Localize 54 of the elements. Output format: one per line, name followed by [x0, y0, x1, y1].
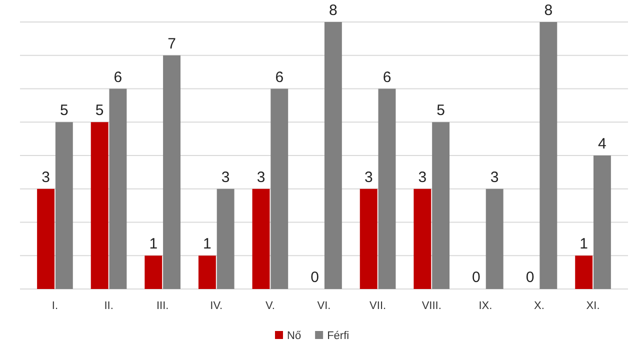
x-tick-label: III.	[156, 300, 169, 312]
data-label: 3	[364, 168, 373, 186]
bar	[593, 156, 611, 289]
x-tick-label: IV.	[210, 300, 223, 312]
data-label: 5	[95, 102, 104, 120]
x-tick-label: X.	[534, 300, 544, 312]
data-label: 0	[310, 269, 319, 286]
bar	[360, 188, 378, 289]
bar	[198, 256, 216, 289]
bar	[37, 188, 55, 289]
bar	[55, 122, 73, 289]
legend-label: Férfi	[327, 330, 350, 342]
bar	[486, 188, 504, 289]
bar	[324, 22, 342, 289]
x-tick-label: IX.	[478, 300, 492, 312]
x-tick-label: VIII.	[422, 300, 442, 312]
bar	[378, 88, 396, 289]
data-label: 0	[472, 269, 480, 286]
bar	[270, 88, 288, 289]
bar	[540, 22, 558, 289]
data-label: 7	[168, 35, 176, 52]
bar	[144, 256, 162, 289]
bar	[414, 188, 432, 289]
data-label: 8	[329, 2, 338, 19]
x-tick-label: II.	[104, 300, 114, 312]
data-label: 1	[580, 236, 588, 253]
data-label: 5	[436, 102, 445, 120]
bar	[432, 122, 450, 289]
data-label: 6	[382, 68, 392, 86]
data-label: 1	[203, 236, 212, 253]
bar	[109, 88, 127, 289]
bar	[163, 55, 180, 289]
data-label: 4	[598, 136, 606, 152]
bar	[216, 188, 234, 289]
data-label: 3	[42, 168, 50, 186]
x-tick-label: V.	[266, 300, 275, 312]
x-tick-label: I.	[52, 300, 58, 312]
data-label: 6	[275, 68, 284, 86]
bar	[252, 188, 270, 289]
x-tick-label: XI.	[586, 300, 600, 312]
data-label: 8	[544, 2, 553, 19]
x-tick-label: VI.	[317, 300, 331, 312]
data-label: 6	[114, 68, 122, 86]
data-label: 5	[60, 102, 68, 120]
data-label: 0	[526, 269, 534, 286]
bar	[90, 122, 108, 289]
data-label: 3	[490, 168, 499, 186]
x-tick-label: VII.	[370, 300, 386, 312]
data-label: 3	[256, 168, 266, 186]
legend-label: Nő	[287, 330, 302, 342]
data-label: 3	[221, 168, 230, 186]
bar	[575, 256, 593, 289]
data-label: 3	[418, 168, 427, 186]
data-label: 1	[149, 236, 158, 253]
